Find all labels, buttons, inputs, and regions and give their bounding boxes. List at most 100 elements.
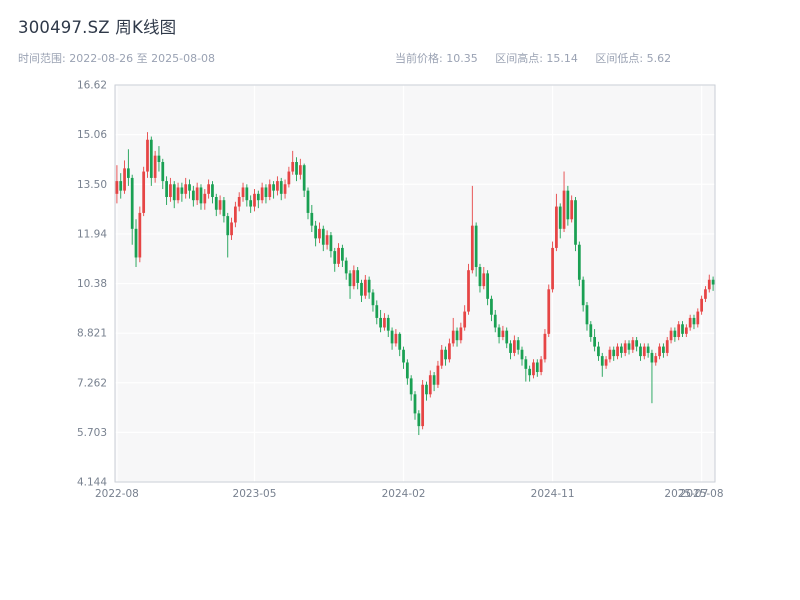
y-tick-label: 13.50 [77, 179, 107, 191]
candle-body [375, 305, 379, 318]
candle-body [696, 311, 700, 325]
candle-body [344, 260, 348, 274]
candle-body [314, 225, 318, 239]
candle-body [482, 273, 486, 287]
candle-body [318, 228, 321, 239]
x-tick-label: 2025-08 [680, 488, 724, 500]
candle-body [394, 333, 398, 344]
candle-body [310, 212, 314, 226]
candle-body [115, 181, 119, 194]
candle-body [356, 270, 360, 283]
candle-body [341, 247, 344, 261]
candle-body [467, 270, 470, 312]
candle-body [428, 375, 432, 395]
candle-body [119, 181, 123, 191]
candle-body [379, 317, 382, 328]
candle-body [639, 346, 642, 357]
y-tick-label: 16.62 [77, 80, 107, 92]
candle-body [222, 200, 226, 217]
candle-body [153, 155, 157, 178]
candle-body [665, 340, 669, 353]
y-tick-label: 11.94 [77, 228, 107, 240]
candle-body [543, 333, 547, 360]
candle-body [711, 279, 715, 285]
candle-body [707, 279, 711, 290]
candle-body [386, 317, 390, 331]
candle-body [616, 346, 619, 357]
candle-body [551, 247, 554, 290]
candle-body [421, 384, 425, 427]
range-high-label: 区间高点: 15.14 [495, 52, 578, 65]
x-tick-label: 2022-08 [95, 488, 139, 500]
candle-body [642, 346, 646, 357]
candle-body [700, 298, 703, 312]
candle-body [417, 413, 421, 427]
candle-body [448, 343, 451, 360]
candle-body [360, 282, 363, 296]
candle-body [600, 356, 604, 366]
candle-body [234, 206, 237, 223]
candle-body [455, 330, 459, 341]
candle-body [142, 171, 146, 213]
candle-body [329, 235, 333, 252]
candle-body [662, 346, 665, 353]
candle-body [677, 324, 681, 338]
candle-body [249, 200, 253, 207]
time-range-label: 时间范围: 2022-08-26 至 2025-08-08 [18, 52, 216, 65]
candle-body [627, 343, 631, 350]
subtitle-row: 时间范围: 2022-08-26 至 2025-08-08 当前价格: 10.3… [18, 50, 782, 66]
candle-body [574, 200, 577, 245]
candle-body [226, 216, 230, 236]
candle-body [524, 359, 528, 369]
candle-body [650, 352, 654, 363]
candle-body [532, 362, 535, 376]
y-tick-label: 10.38 [77, 278, 107, 290]
candle-body [157, 155, 161, 163]
candle-body [180, 187, 184, 194]
candle-body [218, 200, 222, 210]
candle-body [490, 298, 493, 315]
candle-body [612, 349, 616, 357]
candle-body [704, 289, 707, 299]
candle-body [291, 162, 295, 172]
candle-body [425, 384, 428, 395]
candle-body [593, 337, 596, 347]
candle-body [497, 327, 501, 338]
candle-body [207, 184, 211, 194]
candle-body [547, 289, 551, 334]
candle-body [138, 212, 142, 258]
candle-body [298, 165, 302, 175]
candle-body [486, 273, 489, 299]
candle-body [130, 177, 134, 229]
candle-body [440, 349, 444, 366]
current-price-label: 当前价格: 10.35 [395, 52, 478, 65]
candle-body [287, 171, 291, 185]
candle-body [589, 324, 593, 338]
candle-body [211, 184, 214, 198]
candle-body [237, 197, 241, 207]
candle-body [619, 346, 623, 353]
candle-body [172, 184, 176, 201]
candle-body [268, 184, 272, 198]
candle-body [505, 330, 509, 344]
candle-body [191, 190, 195, 201]
candle-body [669, 330, 673, 341]
candle-body [463, 311, 467, 328]
candle-body [264, 187, 268, 198]
candle-body [654, 356, 658, 363]
candle-body [658, 346, 661, 357]
y-tick-label: 5.703 [77, 427, 107, 439]
candle-body [146, 139, 149, 172]
range-low-label: 区间低点: 5.62 [595, 52, 672, 65]
candle-body [169, 184, 172, 198]
candle-body [493, 314, 497, 328]
y-tick-label: 4.144 [77, 477, 107, 489]
candle-body [325, 235, 329, 245]
candle-body [402, 349, 405, 363]
candle-body [127, 168, 130, 178]
candle-body [413, 394, 417, 414]
candle-body [176, 187, 180, 201]
candle-body [184, 184, 188, 194]
price-stats: 当前价格: 10.35 区间高点: 15.14 区间低点: 5.62 [395, 50, 685, 66]
